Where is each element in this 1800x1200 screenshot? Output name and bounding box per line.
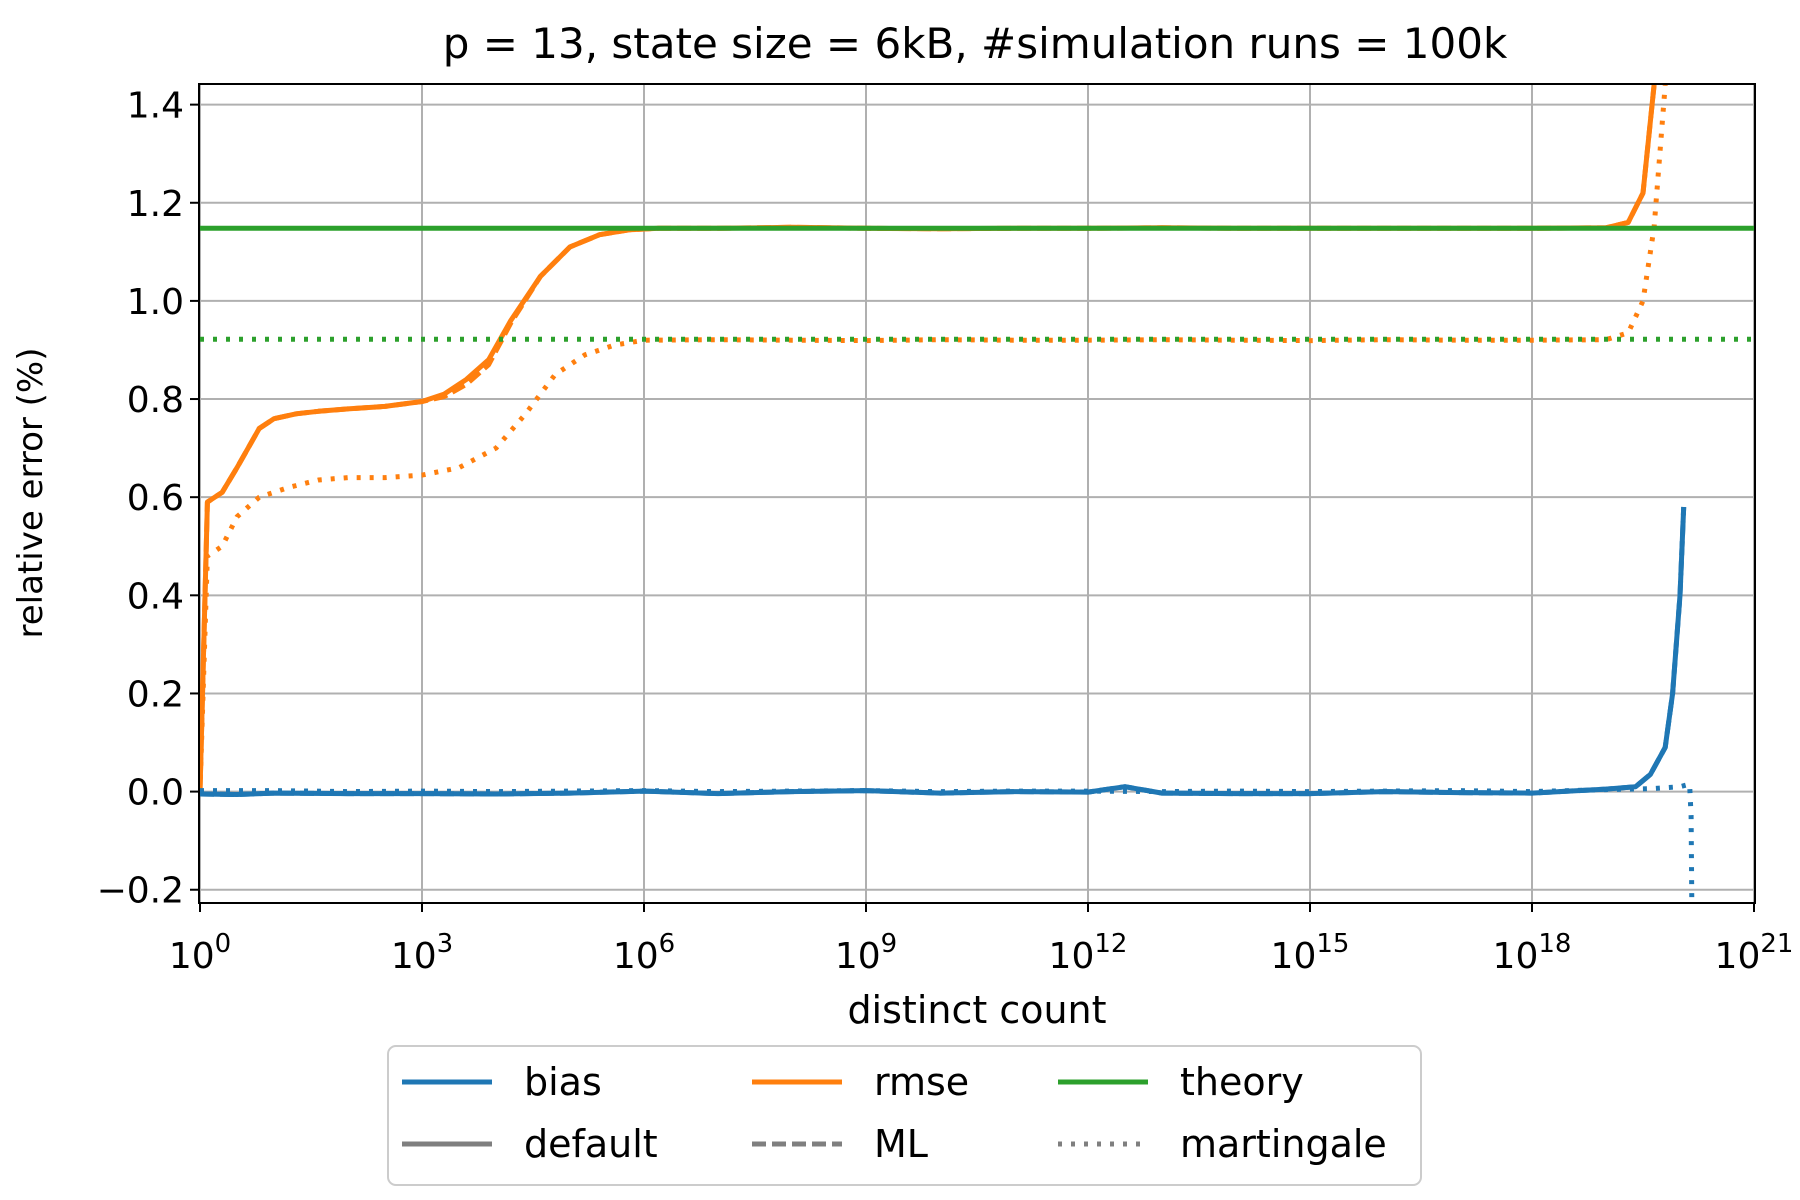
legend-label-ml: ML	[874, 1122, 928, 1166]
x-tick-label: 100	[169, 929, 231, 977]
chart-title: p = 13, state size = 6kB, #simulation ru…	[443, 19, 1508, 68]
y-tick-label: 0.2	[127, 674, 184, 715]
y-tick-label: 0.6	[127, 478, 184, 519]
y-tick-label: 1.2	[127, 184, 184, 225]
x-tick-label: 106	[613, 929, 675, 977]
x-tick-label: 1012	[1049, 929, 1128, 977]
plot-frame	[198, 83, 1756, 904]
y-tick-label: 0.0	[127, 773, 184, 814]
legend-label-martingale: martingale	[1180, 1122, 1387, 1166]
legend-label-bias: bias	[524, 1060, 602, 1104]
y-axis-ticks: −0.2 0.0 0.2 0.4 0.6 0.8 1.0 1.2 1.4	[97, 86, 200, 912]
series-bias-martingale	[200, 781, 1695, 902]
series-rmse-ml	[200, 85, 1657, 792]
series-lines	[200, 85, 1754, 902]
x-tick-label: 109	[835, 929, 897, 977]
y-axis-label: relative error (%)	[11, 347, 51, 638]
y-tick-label: 1.0	[127, 282, 184, 323]
series-rmse-martingale	[200, 85, 1668, 792]
legend-label-default: default	[524, 1122, 658, 1166]
legend-items: bias rmse theory default ML martingale	[402, 1060, 1387, 1166]
series-rmse-default	[200, 85, 1657, 792]
y-tick-label: 0.8	[127, 380, 184, 421]
x-tick-label: 1015	[1271, 929, 1350, 977]
y-tick-label: 0.4	[127, 576, 184, 617]
legend-label-rmse: rmse	[874, 1060, 969, 1104]
y-tick-label: 1.4	[127, 86, 184, 127]
x-axis-label: distinct count	[847, 988, 1106, 1032]
y-tick-label: −0.2	[97, 871, 184, 912]
grid-lines	[199, 85, 1755, 902]
x-axis-ticks: 100 103 106 109 1012 1015 1018 1021	[169, 902, 1794, 977]
x-tick-label: 1018	[1493, 929, 1572, 977]
legend: bias rmse theory default ML martingale	[387, 1045, 1422, 1186]
x-tick-label: 1021	[1715, 929, 1794, 977]
legend-box	[387, 1045, 1422, 1186]
legend-label-theory: theory	[1180, 1060, 1304, 1104]
x-tick-label: 103	[391, 929, 453, 977]
series-bias-ml	[200, 506, 1687, 797]
